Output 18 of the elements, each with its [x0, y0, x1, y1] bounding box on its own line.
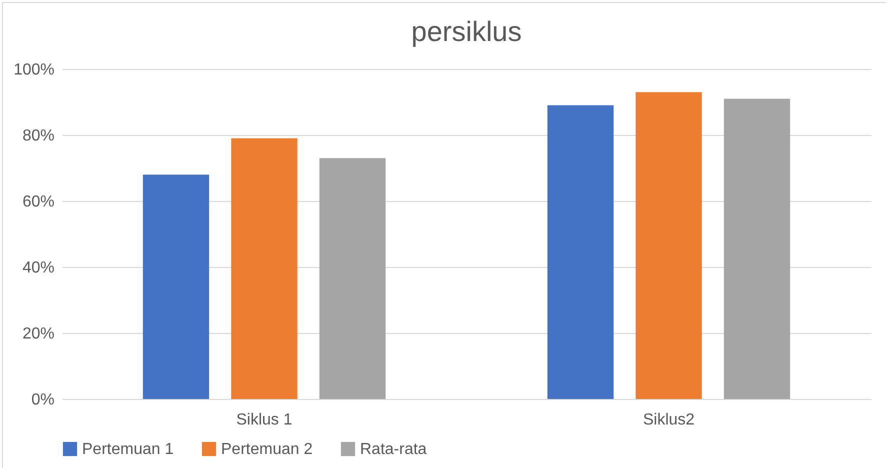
y-tick-label: 20%: [22, 326, 54, 342]
bar: [231, 138, 298, 399]
x-tick-label: Siklus2: [642, 412, 695, 428]
bar: [142, 174, 210, 399]
bar: [724, 98, 790, 399]
bar: [636, 92, 702, 399]
y-tick-label: 80%: [22, 128, 54, 144]
y-tick-label: 40%: [22, 260, 54, 276]
legend-label: Pertemuan 2: [221, 441, 313, 458]
y-tick-label: 60%: [22, 194, 54, 210]
x-tick-label: Siklus 1: [236, 412, 292, 428]
chart-title: persiklus: [411, 16, 522, 47]
bar: [319, 158, 386, 399]
y-tick-label: 0%: [31, 392, 54, 408]
legend-label: Pertemuan 1: [82, 441, 174, 458]
y-tick-label: 100%: [14, 62, 54, 78]
legend-label: Rata-rata: [360, 441, 427, 458]
bar: [547, 105, 614, 399]
